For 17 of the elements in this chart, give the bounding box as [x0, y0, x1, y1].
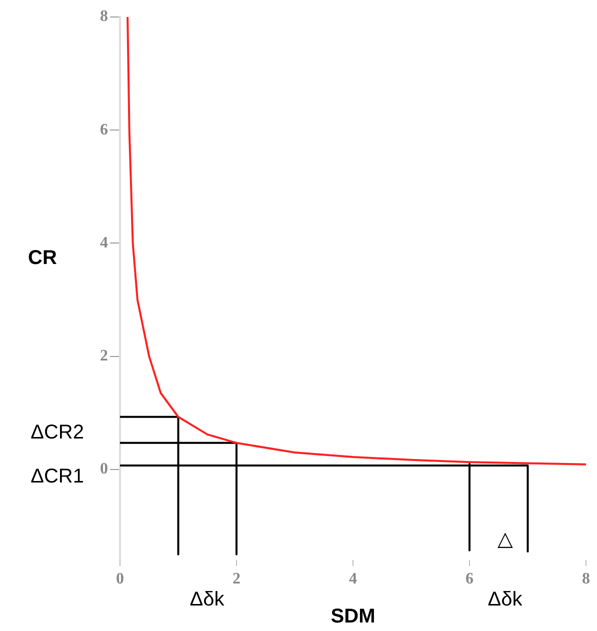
- text: Δδk: [488, 588, 524, 611]
- y-tick-label: 6: [100, 121, 108, 138]
- y-tick-label: 4: [100, 234, 108, 252]
- text: ΔCR2: [30, 422, 84, 444]
- x-axis-title: SDM: [330, 606, 376, 628]
- y-tick-label: 2: [100, 348, 108, 365]
- y-axis-title: CR: [28, 247, 58, 270]
- text: Δδk: [190, 588, 226, 611]
- y-tick-label: 0: [100, 460, 108, 478]
- x-tick-label: 4: [349, 570, 357, 588]
- x-tick-label: 2: [232, 570, 240, 588]
- x-tick-label: 0: [116, 570, 124, 588]
- x-tick-label: 8: [582, 570, 590, 588]
- x-tick-label: 6: [466, 570, 474, 588]
- text: ΔCR1: [30, 466, 84, 488]
- y-tick-label: 8: [100, 8, 108, 26]
- annotation: △: [498, 528, 514, 551]
